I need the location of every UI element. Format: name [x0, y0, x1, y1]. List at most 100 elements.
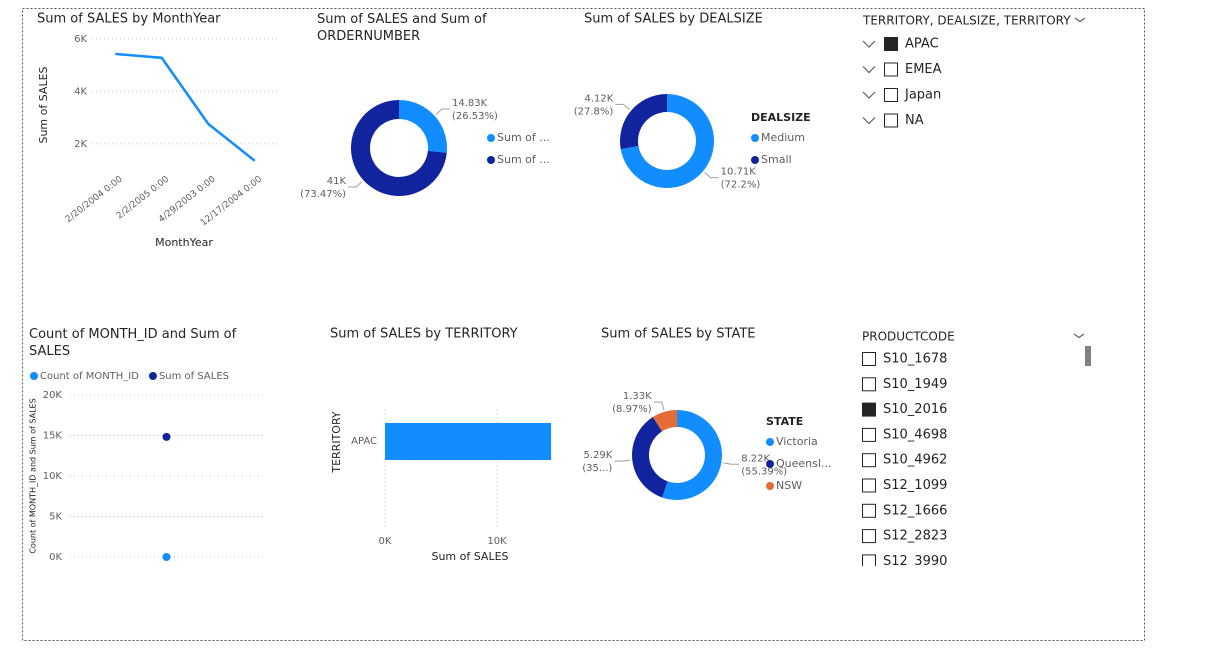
leader-line: [435, 108, 450, 115]
legend-marker: [751, 134, 759, 142]
y-axis-label: Sum of SALES: [37, 66, 50, 143]
slicer-item[interactable]: S10_1678: [883, 352, 947, 367]
y-axis-label: Count of MONTH_ID and Sum of SALES: [29, 398, 38, 553]
legend-marker: [766, 482, 774, 490]
leader-line: [615, 103, 630, 110]
data-label: 1.33K: [623, 391, 652, 402]
y-tick-label: APAC: [351, 436, 377, 447]
legend-label: Victoria: [776, 435, 818, 448]
chart-title: Count of MONTH_ID and Sum of SALES: [29, 327, 237, 359]
data-label-percent: (8.97%): [612, 404, 652, 415]
data-label-percent: (26.53%): [452, 111, 498, 122]
y-tick-label: 4K: [74, 86, 87, 97]
chart-title: Sum of SALES by DEALSIZE: [584, 12, 763, 27]
chart-title: Sum of SALES by MonthYear: [37, 12, 221, 27]
slicer-checkbox[interactable]: [862, 554, 876, 568]
slicer-checkbox[interactable]: [862, 529, 876, 544]
slicer-title: TERRITORY, DEALSIZE, TERRITORY: [862, 14, 1071, 28]
slicer-list: APAC EMEA Japan NA: [862, 37, 942, 128]
x-tick-label: 10K: [487, 536, 507, 547]
slicer-checkbox[interactable]: [884, 62, 898, 77]
legend-marker: [30, 372, 38, 380]
legend-marker: [766, 460, 774, 468]
data-label-percent: (73.47%): [300, 189, 346, 200]
data-label: 5.29K: [584, 450, 613, 461]
legend-label: Count of MONTH_ID: [40, 371, 139, 382]
slicer-item[interactable]: S12_3990: [883, 554, 947, 569]
slicer-checkbox[interactable]: [862, 503, 876, 518]
slicer-item[interactable]: NA: [905, 113, 924, 128]
chevron: [1074, 17, 1086, 23]
slicer-item[interactable]: S10_4698: [883, 427, 947, 442]
slicer-checkbox[interactable]: [862, 402, 876, 417]
slicer-item[interactable]: EMEA: [905, 62, 942, 77]
x-axis-label: Sum of SALES: [431, 550, 508, 563]
slicer-checkbox[interactable]: [862, 377, 876, 392]
legend-title: DEALSIZE: [751, 111, 811, 124]
x-tick-label: 2/20/2004 0:00: [64, 174, 125, 225]
slicer-item[interactable]: Japan: [904, 88, 941, 103]
legend-marker: [487, 134, 495, 142]
legend-marker: [766, 438, 774, 446]
y-tick-label: 6K: [74, 34, 87, 45]
leader-line: [723, 462, 740, 465]
expand-chevron[interactable]: [862, 117, 876, 125]
expand-chevron[interactable]: [862, 91, 876, 99]
data-label: 8.22K: [741, 453, 770, 464]
donut-segment: [632, 416, 668, 498]
slicer-checkbox[interactable]: [862, 352, 876, 366]
expand-chevron[interactable]: [862, 66, 876, 74]
slicer-checkbox[interactable]: [862, 453, 876, 468]
y-axis-label: TERRITORY: [330, 411, 343, 474]
data-label: 14.83K: [452, 98, 488, 109]
x-tick-label: 0K: [379, 536, 392, 547]
bar: [385, 423, 552, 460]
legend-marker: [487, 156, 495, 164]
legend-label: Sum of ...: [497, 153, 550, 166]
slicer-item[interactable]: S10_4962: [883, 453, 947, 468]
donut-segment: [399, 100, 448, 153]
legend-label: Sum of ...: [497, 131, 550, 144]
slicer-list: S10_1678 S10_1949 S10_2016 S10_4698 S10_4962…: [862, 352, 947, 569]
data-label: 4.12K: [585, 93, 614, 104]
slicer-checkbox[interactable]: [862, 427, 876, 442]
expand-chevron[interactable]: [862, 40, 876, 48]
leader-line: [653, 401, 665, 410]
y-tick-label: 0K: [49, 552, 62, 563]
legend-marker: [751, 156, 759, 164]
y-tick-label: 15K: [43, 431, 63, 442]
y-tick-label: 10K: [43, 471, 63, 482]
slicer-item[interactable]: S10_1949: [883, 377, 947, 392]
data-label-percent: (72.2%): [721, 180, 761, 191]
donut-segment: [620, 94, 714, 188]
donut-segment: [662, 410, 723, 501]
donut-segment: [619, 94, 667, 150]
x-axis-label: MonthYear: [155, 236, 213, 249]
legend-title: STATE: [766, 415, 803, 428]
donut-segment: [652, 410, 677, 432]
legend-label: Queensl...: [776, 457, 831, 470]
y-tick-label: 20K: [43, 390, 63, 401]
y-tick-label: 2K: [74, 139, 87, 150]
slicer-item[interactable]: S12_2823: [883, 529, 947, 544]
slicer-checkbox[interactable]: [884, 37, 898, 51]
slicer-item[interactable]: S10_2016: [883, 402, 947, 417]
slicer-checkbox[interactable]: [884, 113, 898, 128]
legend-label: Sum of SALES: [159, 371, 229, 382]
chart-title: Sum of SALES and Sum of ORDERNUMBER: [317, 12, 487, 44]
slicer-checkbox[interactable]: [862, 478, 876, 493]
slicer-checkbox[interactable]: [884, 88, 898, 102]
data-label-percent: (27.8%): [574, 106, 614, 117]
leader-line: [614, 459, 631, 462]
slicer-title: PRODUCTCODE: [862, 330, 955, 344]
slicer-item[interactable]: S12_1099: [883, 478, 947, 493]
y-tick-label: 5K: [49, 512, 62, 523]
scrollbar-thumb[interactable]: [1085, 346, 1091, 366]
data-point: [162, 553, 171, 561]
slicer-item[interactable]: S12_1666: [883, 503, 947, 518]
data-point: [162, 432, 171, 441]
leader-line: [348, 181, 363, 188]
slicer-item[interactable]: APAC: [905, 37, 939, 52]
chart-title: Sum of SALES by STATE: [601, 327, 755, 342]
legend-label: Small: [761, 153, 792, 166]
